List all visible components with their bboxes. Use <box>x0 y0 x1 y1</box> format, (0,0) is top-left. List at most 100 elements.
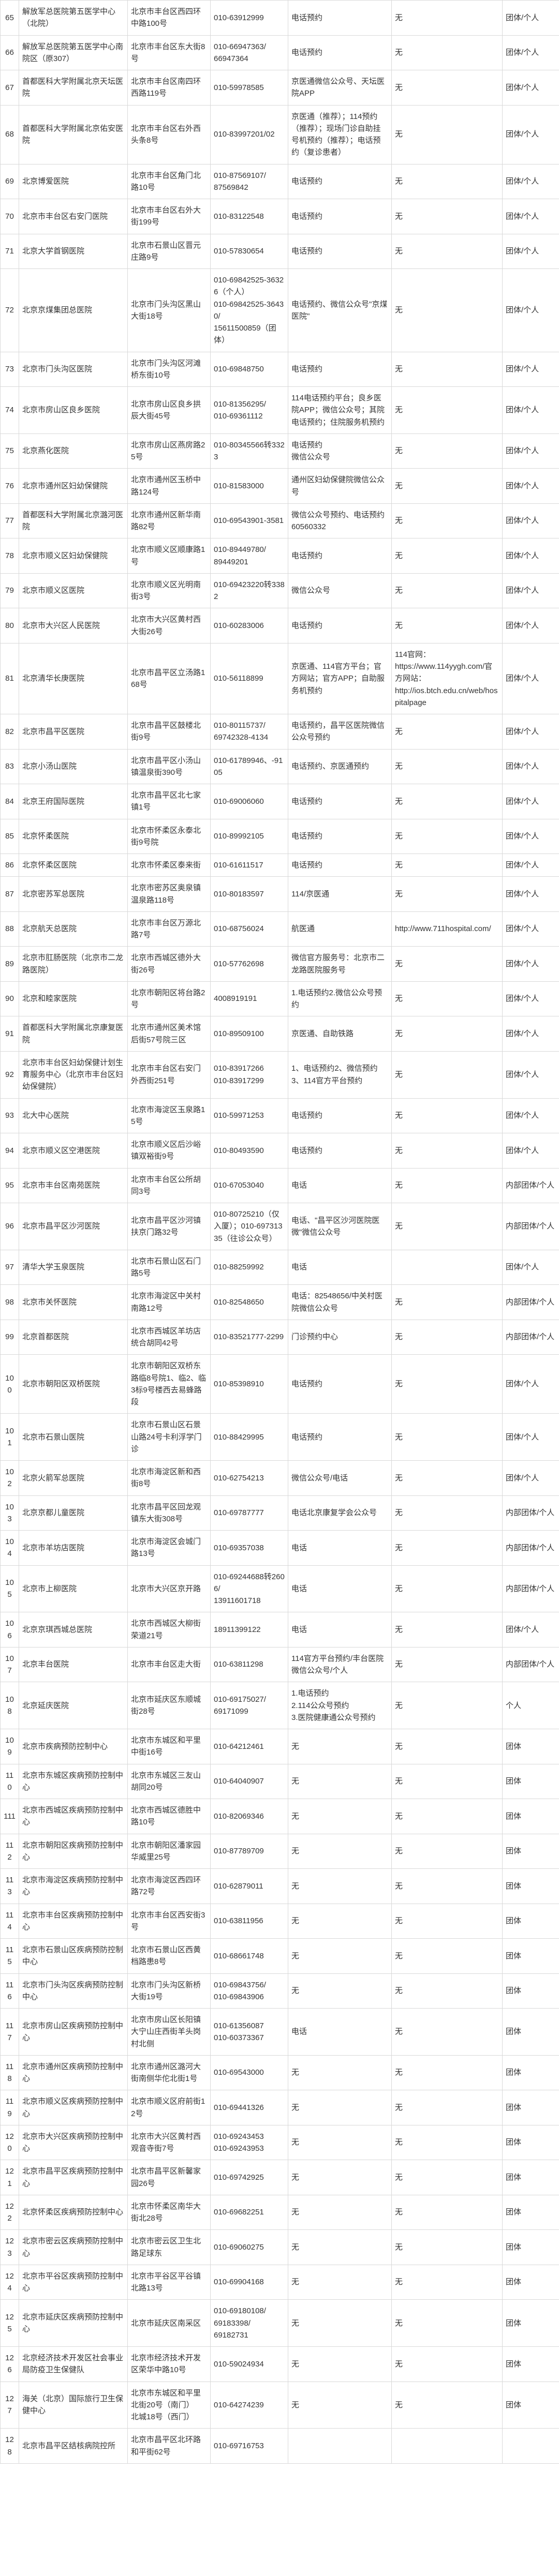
website: 无 <box>392 234 503 269</box>
hospital-name: 北京经济技术开发区社会事业局防疫卫生保健队 <box>19 2347 128 2382</box>
phone: 4008919191 <box>211 981 288 1016</box>
website: 无 <box>392 1973 503 2009</box>
phone: 010-61356087010-60373367 <box>211 2009 288 2056</box>
group-type: 团体/个人 <box>503 643 559 714</box>
address: 北京市丰台区东大街8号 <box>128 35 211 70</box>
group-type: 团体 <box>503 2125 559 2160</box>
table-row: 92北京市丰台区妇幼保健计划生育服务中心（北京市丰台区妇幼保健院）北京市丰台区右… <box>1 1051 559 1098</box>
hospital-name: 北京市昌平区医院 <box>19 714 128 750</box>
table-row: 115北京市石景山区疾病预防控制中心北京市石景山区西黄档路患8号010-6866… <box>1 1939 559 1974</box>
table-row: 85北京怀柔医院北京市怀柔区永泰北街9号院010-89992105电话预约无团体… <box>1 819 559 854</box>
website: 无 <box>392 1355 503 1414</box>
reservation-channel: 微信公众号/电话 <box>288 1461 392 1496</box>
row-index: 106 <box>1 1612 19 1648</box>
row-index: 105 <box>1 1565 19 1612</box>
reservation-channel: 电话预约、京医通预约 <box>288 749 392 784</box>
address: 北京市昌平区立汤路168号 <box>128 643 211 714</box>
website: 无 <box>392 1495 503 1531</box>
address: 北京市海淀区中关村南路12号 <box>128 1285 211 1320</box>
reservation-channel: 电话北京康复学会公众号 <box>288 1495 392 1531</box>
table-row: 118北京市通州区疾病预防控制中心北京市通州区潞河大街南侧华佗北街1号010-6… <box>1 2055 559 2090</box>
group-type: 团体/个人 <box>503 1016 559 1052</box>
row-index: 68 <box>1 105 19 164</box>
website: 无 <box>392 105 503 164</box>
row-index: 83 <box>1 749 19 784</box>
address: 北京市丰台区走大街 <box>128 1647 211 1682</box>
phone: 010-68661748 <box>211 1939 288 1974</box>
website: 无 <box>392 2090 503 2125</box>
address: 北京市大兴区京开路 <box>128 1565 211 1612</box>
phone: 010-62879011 <box>211 1869 288 1904</box>
hospital-name: 北京清华长庚医院 <box>19 643 128 714</box>
group-type: 内部团体/个人 <box>503 1203 559 1250</box>
website: http://www.711hospital.com/ <box>392 911 503 947</box>
reservation-channel: 无 <box>288 1764 392 1799</box>
address: 北京市丰台区公所胡同3号 <box>128 1168 211 1203</box>
hospital-name: 北京怀柔区医院 <box>19 854 128 877</box>
hospital-name: 北京市疾病预防控制中心 <box>19 1729 128 1764</box>
website <box>392 2429 503 2464</box>
group-type: 团体 <box>503 2265 559 2300</box>
row-index: 100 <box>1 1355 19 1414</box>
website: 114官网：https://www.114yygh.com/官方网站：http:… <box>392 643 503 714</box>
phone: 010-69716753 <box>211 2429 288 2464</box>
hospital-name: 解放军总医院第五医学中心南院区（原307） <box>19 35 128 70</box>
website: 无 <box>392 1414 503 1461</box>
website: 无 <box>392 608 503 643</box>
table-row: 104北京市羊坊店医院北京市海淀区会城门路13号010-69357038电话无内… <box>1 1531 559 1566</box>
table-row: 66解放军总医院第五医学中心南院区（原307）北京市丰台区东大街8号010-66… <box>1 35 559 70</box>
hospital-name: 北京京琪西城总医院 <box>19 1612 128 1648</box>
table-row: 112北京市朝阳区疾病预防控制中心北京市朝阳区潘家园华威里25号010-8778… <box>1 1834 559 1869</box>
group-type: 团体/个人 <box>503 1461 559 1496</box>
row-index: 127 <box>1 2382 19 2429</box>
hospital-name: 北京市朝阳区双桥医院 <box>19 1355 128 1414</box>
reservation-channel: 电话预约 <box>288 538 392 574</box>
phone: 010-88259992 <box>211 1250 288 1285</box>
address: 北京市门头沟区河滩桥东街10号 <box>128 352 211 387</box>
address: 北京市平谷区平谷镇北路13号 <box>128 2265 211 2300</box>
table-row: 98北京市关怀医院北京市海淀区中关村南路12号010-82548650电话：82… <box>1 1285 559 1320</box>
address: 北京市丰台区西安街3号 <box>128 1904 211 1939</box>
row-index: 115 <box>1 1939 19 1974</box>
reservation-channel: 无 <box>288 2300 392 2347</box>
group-type: 团体 <box>503 1939 559 1974</box>
address: 北京市房山区长阳镇大宁山庄西街羊头岗村北侧 <box>128 2009 211 2056</box>
hospital-name: 北京密苏军总医院 <box>19 877 128 912</box>
phone: 010-60283006 <box>211 608 288 643</box>
reservation-channel: 京医通（推荐）；114预约（推荐）；现场门诊自助挂号机预约（推荐）；电话预约（复… <box>288 105 392 164</box>
group-type: 团体/个人 <box>503 1355 559 1414</box>
address: 北京市丰台区右外大街199号 <box>128 199 211 234</box>
phone: 010-64040907 <box>211 1764 288 1799</box>
table-row: 90北京和睦家医院北京市朝阳区将台路2号40089191911.电话预约2.微信… <box>1 981 559 1016</box>
hospital-name: 北京市顺义区医院 <box>19 573 128 608</box>
address: 北京市丰台区角门北路10号 <box>128 164 211 199</box>
hospital-name: 北京市羊坊店医院 <box>19 1531 128 1566</box>
phone: 010-88429995 <box>211 1414 288 1461</box>
hospital-name: 北京市石景山医院 <box>19 1414 128 1461</box>
reservation-channel: 1.电话预约2.114公众号预约3.医院健康通公众号预约 <box>288 1682 392 1729</box>
row-index: 121 <box>1 2160 19 2195</box>
group-type: 团体/个人 <box>503 433 559 469</box>
phone: 010-69244688转2606/13911601718 <box>211 1565 288 1612</box>
table-row: 77首都医科大学附属北京潞河医院北京市通州区新华南路82号010-6954390… <box>1 503 559 538</box>
address: 北京市丰台区右安门外西街251号 <box>128 1051 211 1098</box>
table-row: 89北京市肛肠医院（北京市二龙路医院）北京市西城区德外大街26号010-5776… <box>1 947 559 982</box>
reservation-channel: 无 <box>288 2382 392 2429</box>
hospital-name: 北京市房山区良乡医院 <box>19 387 128 434</box>
website <box>392 1250 503 1285</box>
table-row: 87北京密苏军总医院北京市密苏区奥泉镇温泉路118号010-8018359711… <box>1 877 559 912</box>
group-type: 团体/个人 <box>503 911 559 947</box>
hospital-name: 北京火箭军总医院 <box>19 1461 128 1496</box>
row-index: 70 <box>1 199 19 234</box>
group-type: 团体/个人 <box>503 387 559 434</box>
table-row: 83北京小汤山医院北京市昌平区小汤山镇温泉街390号010-61789946、-… <box>1 749 559 784</box>
website: 无 <box>392 1133 503 1169</box>
website: 无 <box>392 387 503 434</box>
address: 北京市东城区和平里中街16号 <box>128 1729 211 1764</box>
reservation-channel: 门诊预约中心 <box>288 1320 392 1355</box>
reservation-channel: 电话预约 <box>288 234 392 269</box>
reservation-channel: 电话 <box>288 2009 392 2056</box>
address: 北京市通州区玉桥中路124号 <box>128 469 211 504</box>
table-row: 109北京市疾病预防控制中心北京市东城区和平里中街16号010-64212461… <box>1 1729 559 1764</box>
address: 北京市丰台区右外西头条8号 <box>128 105 211 164</box>
